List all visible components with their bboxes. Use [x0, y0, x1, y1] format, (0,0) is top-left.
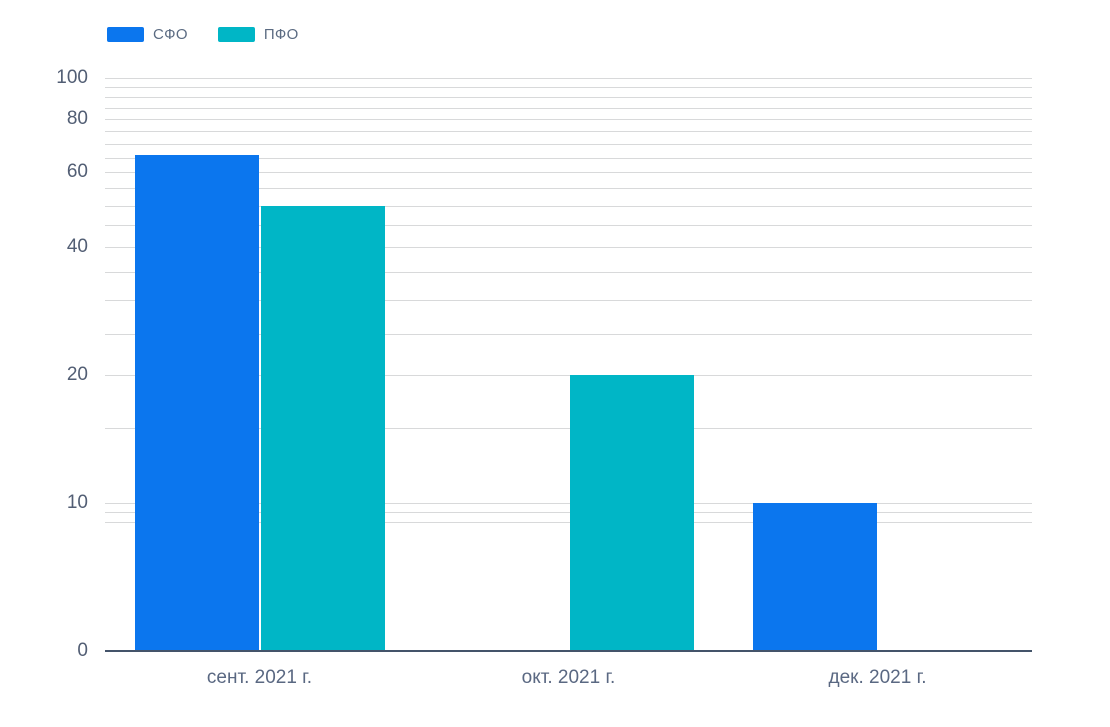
legend-label-sfo: СФО [153, 26, 188, 43]
legend: СФО ПФО [107, 26, 299, 43]
gridline [105, 78, 1032, 79]
gridline [105, 375, 1032, 376]
gridline [105, 131, 1032, 132]
gridline [105, 206, 1032, 207]
legend-label-pfo: ПФО [263, 26, 299, 43]
x-axis-line [105, 650, 1032, 652]
x-axis-category-label: дек. 2021 г. [828, 667, 927, 688]
gridline [105, 512, 1032, 513]
bar-ПФО-окт. 2021 г.[interactable] [570, 375, 694, 651]
gridline [105, 144, 1032, 145]
legend-item-pfo[interactable]: ПФО [217, 26, 299, 43]
y-axis-tick-label: 40 [66, 236, 88, 257]
gridline [105, 272, 1032, 273]
y-axis-tick-label: 10 [66, 492, 88, 513]
x-axis-category-label: окт. 2021 г. [521, 667, 616, 688]
y-axis-tick-label: 20 [66, 364, 88, 385]
y-axis-tick-label: 80 [66, 108, 88, 129]
gridline [105, 172, 1032, 173]
bar-СФО-дек. 2021 г.[interactable] [753, 503, 877, 651]
gridline [105, 503, 1032, 504]
legend-swatch-pfo-icon [217, 27, 255, 42]
gridline [105, 522, 1032, 523]
gridline [105, 247, 1032, 248]
gridline [105, 158, 1032, 159]
gridline [105, 300, 1032, 301]
y-axis-tick-label: 60 [66, 161, 88, 182]
gridline [105, 225, 1032, 226]
gridline [105, 87, 1032, 88]
gridline [105, 188, 1032, 189]
gridline [105, 119, 1032, 120]
y-axis-tick-label: 100 [56, 67, 88, 88]
legend-item-sfo[interactable]: СФО [107, 26, 188, 43]
bar-СФО-сент. 2021 г.[interactable] [135, 155, 259, 651]
bar-ПФО-сент. 2021 г.[interactable] [261, 206, 385, 651]
gridline [105, 428, 1032, 429]
gridline [105, 97, 1032, 98]
legend-swatch-sfo-icon [107, 27, 144, 42]
x-axis-category-label: сент. 2021 г. [206, 667, 313, 688]
y-axis-tick-label: 0 [77, 640, 88, 661]
gridline [105, 108, 1032, 109]
gridline [105, 334, 1032, 335]
